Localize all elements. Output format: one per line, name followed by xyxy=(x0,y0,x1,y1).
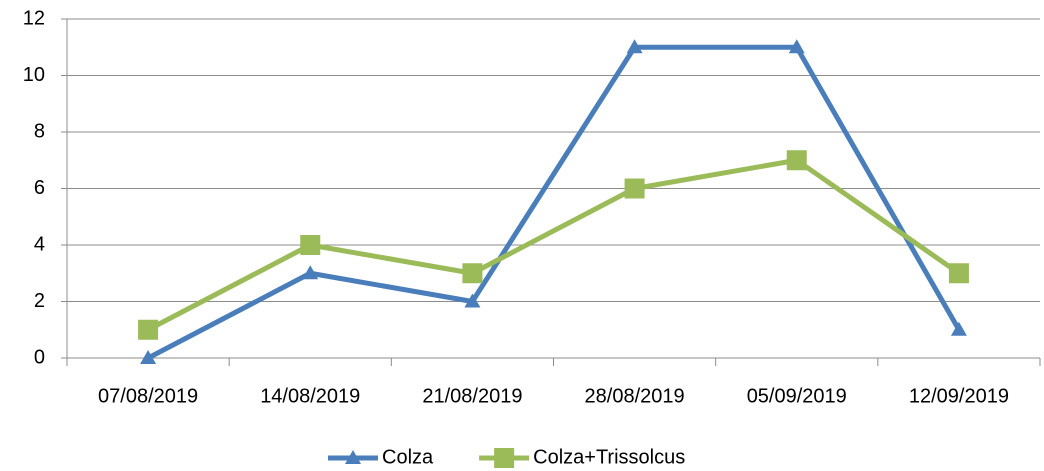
legend-label: Colza+Trissolcus xyxy=(533,446,685,468)
x-tick-label: 07/08/2019 xyxy=(98,385,198,407)
data-point xyxy=(950,321,967,336)
data-point xyxy=(788,39,805,54)
x-tick-label: 12/09/2019 xyxy=(909,385,1009,407)
x-tick-label: 28/08/2019 xyxy=(585,385,685,407)
y-tick-label: 2 xyxy=(34,290,45,312)
y-tick-label: 12 xyxy=(23,7,45,29)
legend-marker xyxy=(345,450,361,464)
y-tick-label: 10 xyxy=(23,64,45,86)
legend-label: Colza xyxy=(382,446,434,468)
x-tick-label: 14/08/2019 xyxy=(260,385,360,407)
y-tick-label: 6 xyxy=(34,177,45,199)
data-point xyxy=(300,235,321,255)
y-tick-label: 4 xyxy=(34,233,45,255)
data-point xyxy=(138,319,159,340)
data-point xyxy=(786,150,807,171)
data-point xyxy=(624,178,645,199)
data-point xyxy=(464,293,481,308)
data-point xyxy=(302,265,319,280)
x-tick-label: 05/09/2019 xyxy=(747,385,847,407)
data-point xyxy=(626,39,643,54)
data-point xyxy=(948,263,969,284)
series-line xyxy=(146,157,961,332)
data-point xyxy=(462,263,483,284)
y-tick-label: 0 xyxy=(34,346,45,368)
y-tick-label: 8 xyxy=(34,120,45,142)
legend-marker xyxy=(494,448,515,468)
data-point xyxy=(140,350,157,364)
series-line xyxy=(146,44,962,361)
x-tick-label: 21/08/2019 xyxy=(422,385,522,407)
